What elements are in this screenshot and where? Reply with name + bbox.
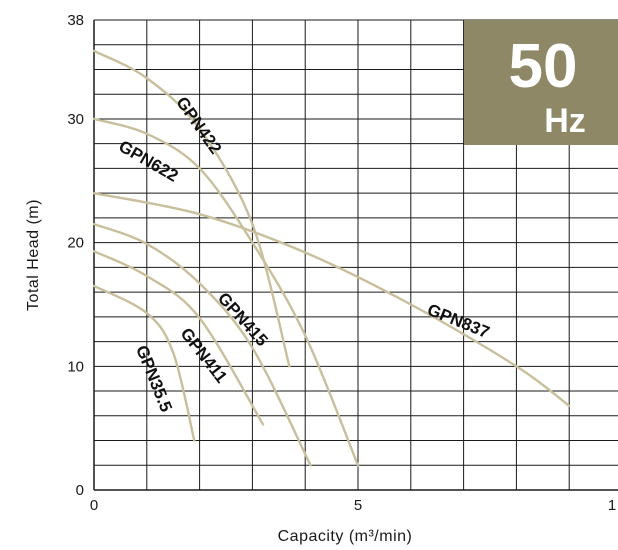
curve-gpn422 — [92, 49, 291, 368]
curve-gpn415 — [92, 222, 312, 467]
y-tick-label: 20 — [67, 235, 84, 252]
curve-gpn622 — [92, 117, 360, 467]
curve-gpn35-5 — [92, 284, 196, 442]
x-tick-label: 5 — [354, 497, 362, 514]
x-tick-label: 1 — [608, 497, 616, 514]
curve-label-gpn415: GPN415 — [214, 289, 272, 350]
frequency-badge-background — [464, 20, 618, 145]
performance-curves — [92, 49, 571, 467]
y-tick-label: 30 — [67, 111, 84, 128]
curve-label-gpn35-5: GPN35.5 — [132, 343, 176, 415]
curve-gpn837 — [92, 192, 571, 408]
y-tick-label: 38 — [67, 12, 84, 29]
curve-label-gpn422: GPN422 — [172, 93, 225, 157]
frequency-unit: Hz — [544, 102, 586, 140]
axis-ticks: 0 10 20 30 38 0 5 1 — [67, 12, 616, 514]
frequency-value: 50 — [509, 32, 578, 101]
y-tick-label: 10 — [67, 358, 84, 375]
curve-label-gpn837: GPN837 — [425, 300, 493, 342]
curve-gpn411 — [92, 250, 265, 426]
x-tick-label: 0 — [90, 497, 98, 514]
y-axis-label: Total Head (m) — [25, 199, 42, 311]
y-tick-label: 0 — [76, 482, 84, 499]
frequency-badge: 50 Hz — [464, 20, 618, 145]
x-axis-label: Capacity (m³/min) — [278, 528, 413, 545]
